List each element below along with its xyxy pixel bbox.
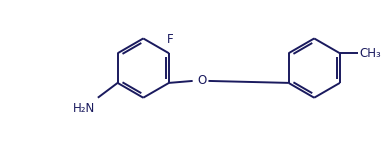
Text: CH₃: CH₃ — [360, 47, 382, 60]
Text: O: O — [197, 74, 206, 87]
Text: F: F — [167, 33, 173, 46]
Text: H₂N: H₂N — [73, 102, 95, 115]
